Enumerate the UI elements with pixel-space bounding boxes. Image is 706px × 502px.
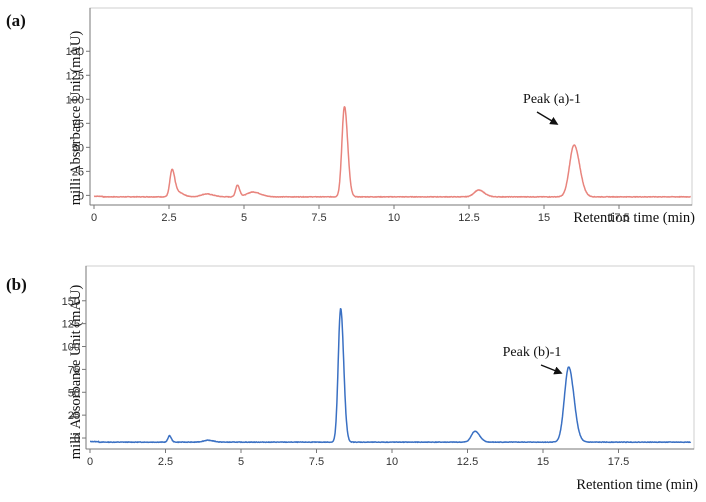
panel-b-peak-annotation: Peak (b)-1: [503, 345, 562, 360]
panel-b-plot: 0 25 50 75 100 125 150 0 2.5 5 7.5 10 12.5 15 17.5: [62, 265, 695, 468]
panel-b-x-tick-label: 17.5: [608, 456, 629, 468]
panel-b-x-tick-label: 2.5: [158, 456, 173, 468]
panel-a-x-tick-label: 15: [538, 212, 550, 224]
panel-a: (a) milli Absorbance Unit (mAU) Retentio…: [6, 7, 695, 226]
panel-a-x-tick-label: 17.5: [608, 212, 629, 224]
panel-b-y-tick-label: 50: [68, 387, 80, 399]
panel-a-peak-annotation: Peak (a)-1: [523, 92, 581, 107]
panel-b-annotation-arrow: [540, 364, 563, 375]
panel-b-x-tick-label: 15: [537, 456, 549, 468]
panel-b-x-tick-label: 7.5: [309, 456, 324, 468]
panel-b-x-tick-label: 5: [238, 456, 244, 468]
panel-b-plot-frame: [85, 265, 695, 450]
panel-b-chromatogram-trace: [89, 307, 692, 444]
panel-a-x-tick-label: 2.5: [161, 212, 176, 224]
panel-a-x-tick-label: 7.5: [311, 212, 326, 224]
panel-a-plot: 0 25 50 75 100 125 150 0 2.5 5 7.5 10 12.5 15 17.5: [66, 7, 693, 224]
panel-b-y-tick-label: 25: [68, 410, 80, 422]
panel-b-y-tick-label: 100: [62, 342, 80, 354]
panel-a-chromatogram-trace: [93, 106, 692, 198]
panel-b-x-tick-label: 10: [386, 456, 398, 468]
panel-a-y-tick-label: 25: [72, 166, 84, 178]
panel-b-label: (b): [6, 275, 27, 294]
panel-a-x-tick-label: 12.5: [458, 212, 479, 224]
panel-a-y-axis-label: milli Absorbance Unit (mAU): [68, 31, 84, 206]
panel-b-x-axis-label: Retention time (min): [576, 477, 698, 493]
panel-a-x-axis-label: Retention time (min): [573, 210, 695, 226]
panel-a-annotation-arrow: [536, 111, 559, 125]
panel-b-y-tick-label: 150: [62, 296, 80, 308]
panel-a-y-tick-label: 75: [72, 118, 84, 130]
panel-a-y-tick-label: 150: [66, 46, 84, 58]
panel-a-x-tick-label: 10: [388, 212, 400, 224]
panel-a-y-tick-label: 125: [66, 70, 84, 82]
panel-b-y-tick-label: 0: [74, 433, 80, 445]
panel-b: (b) milli Absorbance Unit (mAU) Retentio…: [6, 265, 698, 493]
panel-a-plot-frame: [89, 7, 693, 206]
panel-a-label: (a): [6, 11, 26, 30]
panel-b-x-tick-label: 12.5: [457, 456, 478, 468]
panel-b-x-tick-label: 0: [87, 456, 93, 468]
panel-a-y-tick-label: 50: [72, 142, 84, 154]
panel-a-y-tick-label: 0: [78, 190, 84, 202]
panel-a-x-tick-label: 5: [241, 212, 247, 224]
panel-a-y-tick-label: 100: [66, 94, 84, 106]
panel-b-y-tick-label: 75: [68, 364, 80, 376]
panel-b-y-axis-label: milli Absorbance Unit (mAU): [68, 285, 84, 460]
panel-b-y-tick-label: 125: [62, 319, 80, 331]
panel-a-x-tick-label: 0: [91, 212, 97, 224]
